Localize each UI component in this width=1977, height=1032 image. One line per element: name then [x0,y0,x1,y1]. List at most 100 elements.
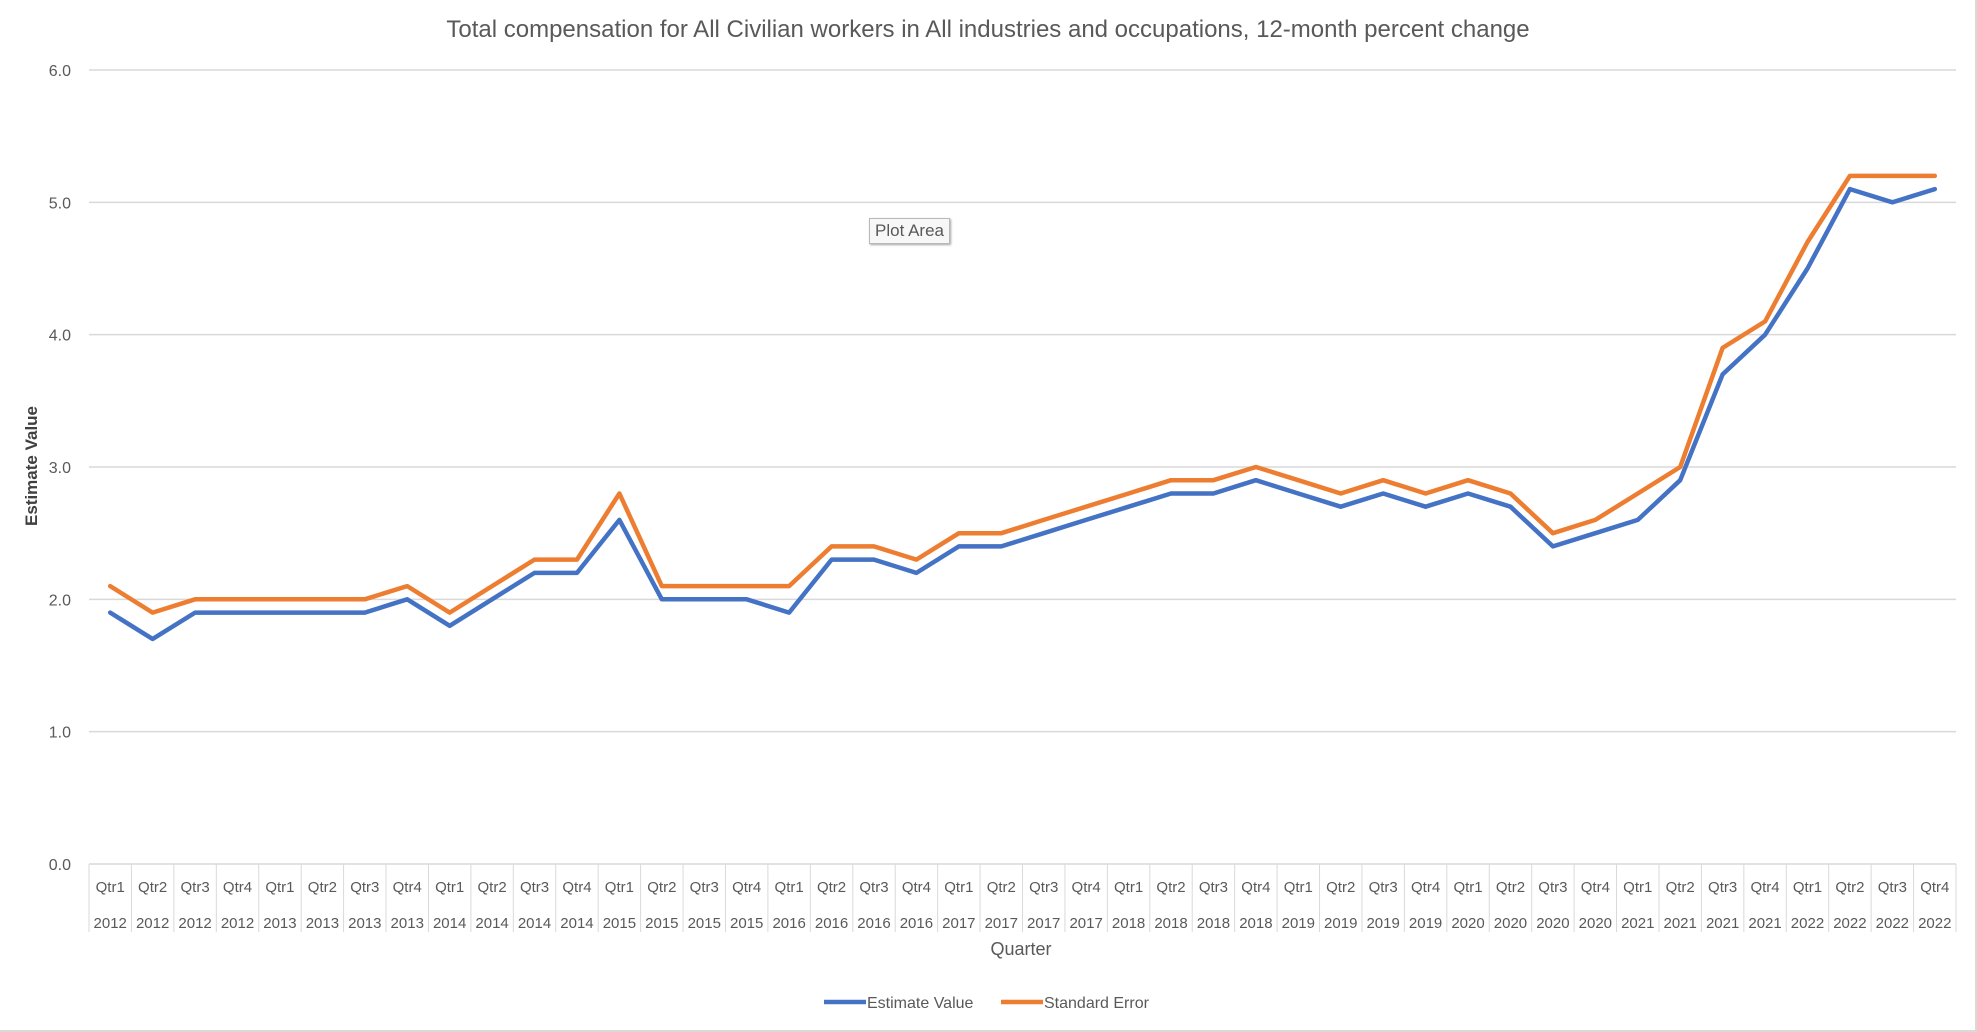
x-tick-year: 2013 [263,915,296,932]
y-tick-label: 6.0 [49,63,71,80]
y-axis-label: Estimate Value [22,406,41,526]
x-tick-year: 2020 [1536,915,1569,932]
y-tick-label: 0.0 [49,857,71,874]
x-tick-quarter: Qtr1 [1623,879,1652,896]
x-tick-year: 2018 [1112,915,1145,932]
x-tick-year: 2018 [1197,915,1230,932]
x-tick-year: 2016 [772,915,805,932]
x-tick-year: 2021 [1621,915,1654,932]
x-tick-year: 2012 [136,915,169,932]
x-tick-year: 2016 [857,915,890,932]
x-tick-quarter: Qtr3 [1538,879,1567,896]
x-tick-year: 2022 [1833,915,1866,932]
x-tick-quarter: Qtr2 [1835,879,1864,896]
x-tick-quarter: Qtr3 [1029,879,1058,896]
x-tick-year: 2013 [306,915,339,932]
x-tick-quarter: Qtr1 [775,879,804,896]
x-tick-quarter: Qtr2 [817,879,846,896]
x-tick-quarter: Qtr4 [562,879,591,896]
x-tick-year: 2013 [348,915,381,932]
series-line-estimate-value[interactable] [107,186,1938,642]
x-tick-year: 2020 [1494,915,1527,932]
x-tick-quarter: Qtr1 [435,879,464,896]
x-tick-quarter: Qtr1 [1114,879,1143,896]
y-tick-label: 4.0 [49,328,71,345]
x-tick-quarter: Qtr4 [393,879,422,896]
x-tick-year: 2015 [645,915,678,932]
x-tick-year: 2021 [1706,915,1739,932]
x-tick-quarter: Qtr2 [1326,879,1355,896]
gridlines [89,69,1956,733]
x-tick-quarter: Qtr3 [690,879,719,896]
x-tick-quarter: Qtr4 [223,879,252,896]
x-tick-quarter: Qtr1 [605,879,634,896]
x-tick-quarter: Qtr3 [1369,879,1398,896]
series-lines[interactable] [107,173,1938,642]
y-tick-label: 1.0 [49,725,71,742]
x-tick-quarter: Qtr1 [265,879,294,896]
x-tick-quarter: Qtr4 [732,879,761,896]
legend-entry-label: Estimate Value [867,995,974,1012]
y-tick-label: 5.0 [49,195,71,212]
x-tick-quarter: Qtr3 [1878,879,1907,896]
window-bottom-border [0,1030,1977,1032]
x-tick-year: 2012 [221,915,254,932]
x-tick-quarter: Qtr4 [1750,879,1779,896]
x-tick-year: 2014 [518,915,551,932]
x-tick-year: 2019 [1324,915,1357,932]
x-tick-year: 2020 [1579,915,1612,932]
x-tick-quarter: Qtr1 [1453,879,1482,896]
x-tick-quarter: Qtr2 [308,879,337,896]
x-tick-quarter: Qtr2 [1666,879,1695,896]
x-tick-quarter: Qtr2 [1496,879,1525,896]
x-tick-year: 2015 [688,915,721,932]
x-tick-year: 2015 [730,915,763,932]
chart-title: Total compensation for All Civilian work… [446,16,1529,43]
x-tick-quarter: Qtr3 [1199,879,1228,896]
x-tick-quarter: Qtr4 [1072,879,1101,896]
x-tick-quarter: Qtr4 [1920,879,1949,896]
x-tick-year: 2021 [1664,915,1697,932]
y-tick-label: 3.0 [49,460,71,477]
x-tick-year: 2018 [1239,915,1272,932]
x-tick-quarter: Qtr1 [1284,879,1313,896]
x-tick-quarter: Qtr2 [1156,879,1185,896]
y-axis-ticks: 0.0 1.0 2.0 3.0 4.0 5.0 6.0 [49,63,71,874]
x-tick-year: 2015 [603,915,636,932]
x-tick-year: 2018 [1154,915,1187,932]
legend[interactable]: Estimate Value Standard Error [824,995,1150,1012]
x-tick-quarter: Qtr3 [180,879,209,896]
x-tick-quarter: Qtr3 [1708,879,1737,896]
x-tick-quarter: Qtr4 [1411,879,1440,896]
x-tick-quarter: Qtr4 [1581,879,1610,896]
x-axis-label: Quarter [990,939,1051,959]
x-tick-quarter: Qtr2 [478,879,507,896]
x-tick-year: 2017 [942,915,975,932]
x-tick-year: 2019 [1409,915,1442,932]
x-tick-year: 2022 [1876,915,1909,932]
series-line-standard-error[interactable] [107,173,1938,615]
x-tick-year: 2012 [94,915,127,932]
x-tick-quarter: Qtr1 [944,879,973,896]
x-tick-quarter: Qtr2 [138,879,167,896]
x-tick-year: 2012 [178,915,211,932]
x-tick-quarter: Qtr4 [1241,879,1270,896]
x-tick-quarter: Qtr2 [987,879,1016,896]
window-right-border [1975,0,1977,1032]
x-tick-year: 2019 [1366,915,1399,932]
x-tick-quarter: Qtr3 [350,879,379,896]
x-axis: Qtr1 2012 Qtr2 2012 Qtr3 2012 Qtr4 2012 Qtr1 2013… [88,863,1957,932]
x-tick-year: 2014 [475,915,508,932]
x-tick-quarter: Qtr1 [1793,879,1822,896]
x-tick-quarter: Qtr1 [96,879,125,896]
y-tick-label: 2.0 [49,592,71,609]
x-tick-year: 2016 [900,915,933,932]
x-tick-year: 2013 [391,915,424,932]
x-tick-year: 2022 [1791,915,1824,932]
x-tick-year: 2021 [1748,915,1781,932]
x-tick-year: 2017 [1069,915,1102,932]
x-tick-quarter: Qtr3 [859,879,888,896]
x-tick-year: 2016 [815,915,848,932]
plot-area-tooltip: Plot Area [869,218,950,244]
